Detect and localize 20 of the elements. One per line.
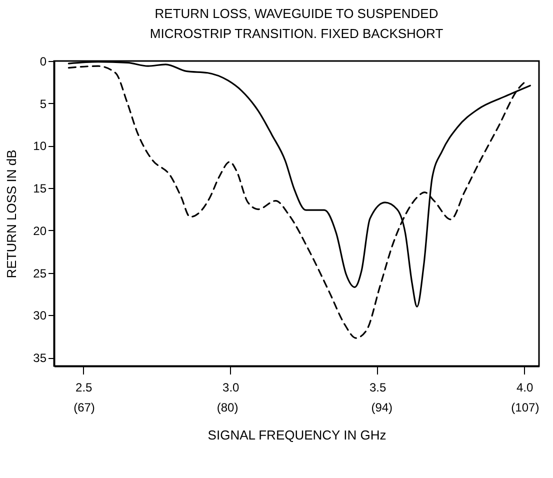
x2-tick-label: (80) — [216, 400, 238, 414]
y-tick-label: 35 — [33, 351, 47, 366]
y-tick-label: 10 — [33, 139, 47, 154]
y-tick-label: 5 — [40, 96, 47, 111]
x-tick-label: 2.5 — [76, 380, 93, 394]
y-tick-label: 20 — [33, 224, 47, 238]
y-tick-label: 15 — [33, 182, 47, 196]
x-tick-label: 3.5 — [369, 380, 386, 394]
y-tick-label: 25 — [33, 266, 47, 280]
y-tick-label: 30 — [33, 308, 47, 323]
y-axis-title: RETURN LOSS IN dB — [4, 150, 20, 278]
text: RETURN LOSS, WAVEGUIDE TO SUSPENDED — [154, 6, 438, 21]
x2-tick-label: (94) — [371, 400, 393, 414]
x-axis-title: SIGNAL FREQUENCY IN GHz — [208, 428, 386, 442]
text: MICROSTRIP TRANSITION. FIXED BACKSHORT — [150, 26, 444, 41]
y-tick-label: 0 — [40, 54, 47, 68]
x-tick-label: 3.0 — [222, 380, 240, 394]
x-tick-label: 4.0 — [516, 380, 534, 394]
x2-tick-label: (107) — [511, 400, 540, 414]
x2-tick-label: (67) — [74, 400, 95, 414]
